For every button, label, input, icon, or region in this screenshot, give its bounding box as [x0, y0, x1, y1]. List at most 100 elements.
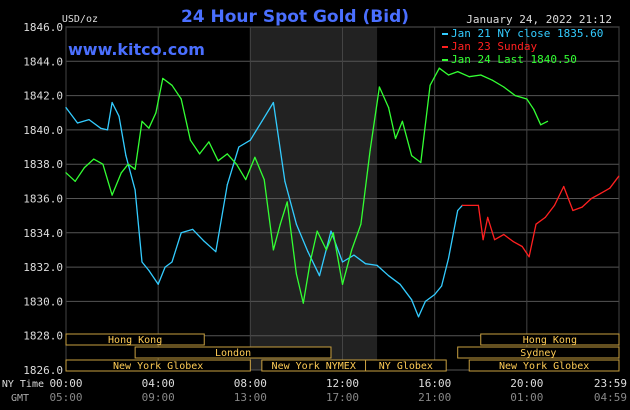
session-label: London: [215, 348, 251, 359]
series-point: [351, 249, 353, 251]
series-point: [461, 204, 463, 206]
gmt-row-label: GMT: [11, 393, 29, 404]
x-tick-label-ny: 23:59: [594, 377, 627, 390]
series-point: [261, 120, 263, 122]
x-tick-label-ny: 20:00: [510, 377, 543, 390]
series-line-3: [65, 67, 548, 304]
series-point: [284, 180, 286, 182]
series-point: [295, 223, 298, 225]
series-point: [387, 275, 390, 277]
series-point: [544, 216, 546, 218]
series-point: [399, 283, 401, 285]
series-point: [440, 285, 443, 287]
series-point: [238, 146, 240, 148]
x-tick-label-ny: 04:00: [142, 377, 175, 390]
series-point: [503, 86, 505, 88]
series-point: [217, 160, 219, 162]
y-tick-label: 1840.0: [23, 124, 63, 137]
series-point: [599, 192, 602, 194]
series-point: [199, 153, 201, 155]
x-tick-label-gmt: 05:00: [49, 391, 82, 404]
y-tick-label: 1834.0: [23, 227, 63, 240]
series-point: [180, 98, 182, 100]
series-point: [208, 141, 210, 143]
series-point: [360, 223, 362, 225]
session-box: [457, 346, 620, 359]
x-tick-label-ny: 16:00: [418, 377, 451, 390]
series-point: [249, 139, 251, 141]
x-tick-label-gmt: 04:59: [594, 391, 627, 404]
x-tick-label-gmt: 13:00: [234, 391, 267, 404]
session-label: NY Globex: [379, 361, 433, 372]
legend-entry: Jan 23 Sunday: [451, 40, 537, 53]
x-tick-label-gmt: 21:00: [418, 391, 451, 404]
y-tick-label: 1826.0: [23, 364, 63, 377]
series-point: [420, 161, 422, 164]
series-point: [316, 230, 318, 232]
session-box: [134, 346, 332, 359]
series-point: [148, 269, 150, 272]
series-point: [528, 256, 530, 258]
series-point: [83, 167, 86, 169]
series-point: [141, 261, 143, 263]
session-box: [65, 359, 251, 372]
series-point: [203, 240, 205, 242]
y-tick-label: 1832.0: [23, 261, 63, 274]
chart-timestamp: January 24, 2022 21:12: [466, 13, 612, 26]
session-label: Sydney: [520, 348, 556, 359]
series-point: [394, 137, 397, 140]
series-point: [514, 95, 516, 97]
session-label: New York NYMEX: [272, 361, 356, 372]
series-point: [503, 233, 505, 236]
series-point: [447, 257, 450, 260]
x-tick-label-gmt: 09:00: [142, 391, 175, 404]
series-point: [325, 249, 327, 251]
series-point: [171, 261, 173, 263]
series-point: [99, 127, 102, 129]
series-point: [521, 245, 523, 248]
series-point: [65, 172, 67, 174]
series-point: [457, 70, 459, 73]
session-label: New York Globex: [113, 361, 203, 372]
series-point: [434, 293, 436, 296]
series-point: [477, 204, 480, 206]
series-point: [581, 206, 583, 208]
series-point: [590, 197, 592, 200]
series-point: [295, 273, 298, 275]
series-point: [572, 209, 574, 212]
series-point: [618, 175, 620, 177]
series-point: [482, 239, 484, 241]
series-point: [417, 316, 420, 318]
session-label: Hong Kong: [523, 335, 577, 346]
series-point: [540, 124, 542, 126]
kitco-watermark: www.kitco.com: [68, 40, 205, 59]
series-point: [102, 163, 104, 165]
series-point: [111, 101, 113, 104]
series-point: [535, 223, 537, 225]
ny-time-row-label: NY Time: [2, 379, 44, 390]
series-point: [76, 122, 79, 124]
y-tick-label: 1836.0: [23, 193, 63, 206]
y-tick-label: 1830.0: [23, 295, 63, 308]
chart-title: 24 Hour Spot Gold (Bid): [181, 7, 409, 27]
series-point: [493, 239, 496, 241]
series-point: [376, 264, 378, 266]
series-point: [512, 240, 514, 242]
series-point: [364, 263, 367, 265]
legend-entry: Jan 21 NY close 1835.60: [451, 27, 603, 40]
series-point: [480, 74, 482, 76]
x-tick-label-gmt: 01:00: [510, 391, 543, 404]
x-tick-label-gmt: 17:00: [326, 391, 359, 404]
series-point: [526, 98, 528, 100]
series-point: [254, 156, 256, 158]
series-point: [424, 300, 427, 302]
legend-entry: Jan 24 Last 1840.50: [451, 53, 577, 66]
series-point: [134, 168, 136, 170]
series-point: [157, 283, 159, 285]
series-point: [226, 153, 228, 155]
series-point: [171, 84, 173, 86]
series-point: [192, 228, 194, 230]
